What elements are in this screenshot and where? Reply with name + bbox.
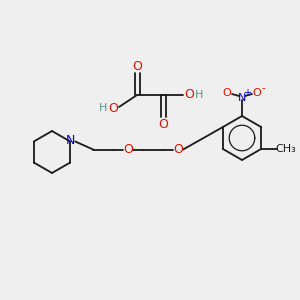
Text: O: O (184, 88, 194, 101)
Text: N: N (65, 134, 75, 147)
Text: +: + (243, 88, 251, 98)
Text: N: N (238, 93, 246, 103)
Text: -: - (261, 83, 265, 93)
Text: O: O (123, 143, 133, 156)
Text: O: O (253, 88, 261, 98)
Text: O: O (223, 88, 231, 98)
Text: H: H (99, 103, 107, 113)
Text: O: O (108, 101, 118, 115)
Text: O: O (173, 143, 183, 156)
Text: O: O (132, 59, 142, 73)
Text: O: O (158, 118, 168, 130)
Text: CH₃: CH₃ (276, 144, 296, 154)
Text: H: H (195, 90, 203, 100)
